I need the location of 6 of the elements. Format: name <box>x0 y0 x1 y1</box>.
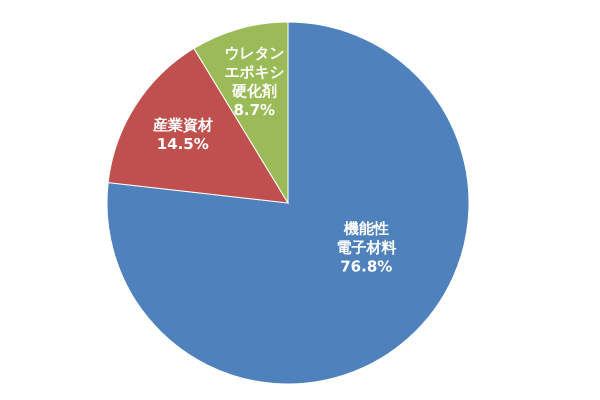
data-label: 8.7% <box>233 101 276 120</box>
slice-label: 産業資材 <box>152 116 213 134</box>
data-label: 14.5% <box>156 135 209 154</box>
slice-label: 機能性電子材料 <box>336 220 396 257</box>
slice-label: ウレタンエポキシ硬化剤 <box>224 44 284 100</box>
data-label: 76.8% <box>340 258 392 276</box>
